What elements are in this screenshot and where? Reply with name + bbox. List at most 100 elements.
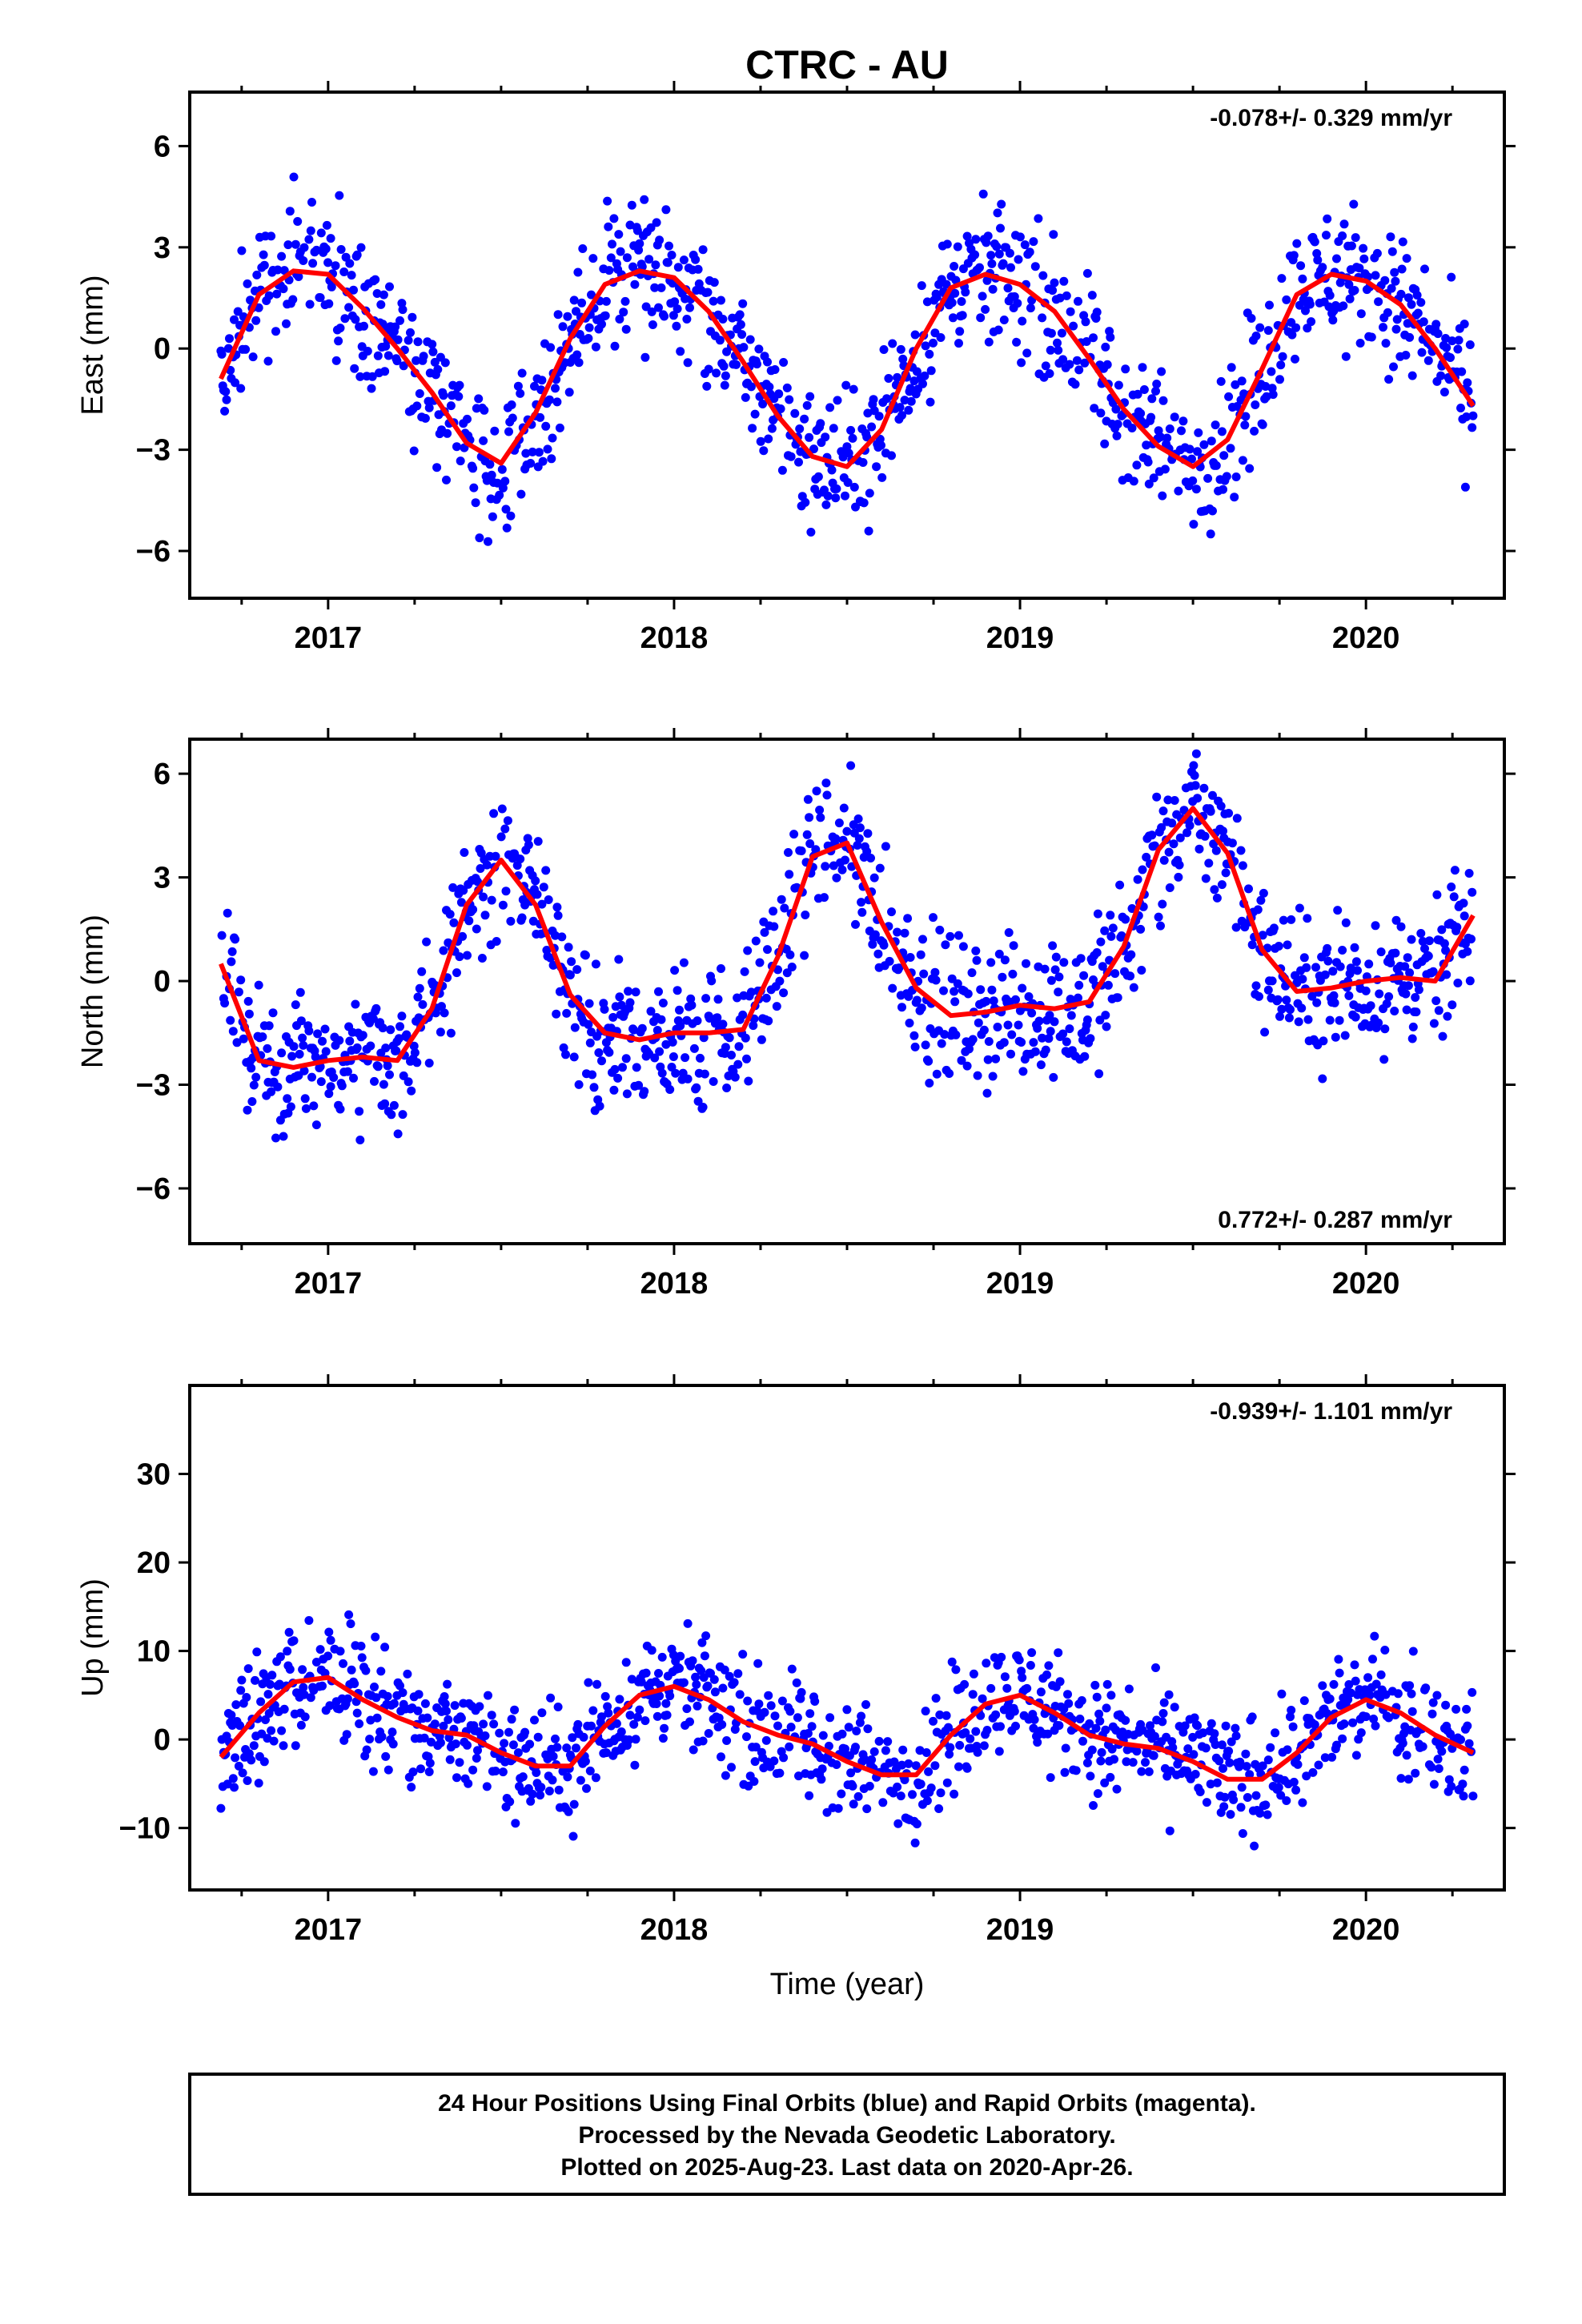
data-point [656, 283, 666, 292]
data-point [1332, 1740, 1341, 1750]
data-point [673, 304, 682, 314]
data-point [584, 323, 594, 332]
data-point [897, 1003, 906, 1012]
data-point [1387, 283, 1396, 293]
data-point [484, 1691, 492, 1700]
data-point [597, 1712, 606, 1722]
data-point [872, 462, 881, 472]
data-point [1154, 912, 1163, 922]
data-point [487, 895, 496, 905]
data-point [915, 1746, 925, 1755]
data-point [1158, 491, 1167, 501]
data-point [1353, 966, 1362, 975]
data-point [877, 440, 885, 450]
data-point [657, 1652, 667, 1662]
data-point [459, 886, 468, 895]
data-point [455, 380, 464, 390]
data-point [683, 1074, 693, 1084]
data-point [554, 1785, 564, 1795]
data-point [1089, 333, 1098, 343]
data-point [1329, 991, 1339, 1000]
data-point [978, 292, 987, 301]
data-point [1062, 291, 1071, 300]
data-point [1403, 1775, 1413, 1784]
data-point [1244, 884, 1253, 894]
data-point [498, 483, 508, 493]
data-point [881, 842, 890, 851]
data-point [1102, 360, 1112, 369]
data-point [249, 1741, 259, 1751]
data-point [1325, 1694, 1335, 1703]
data-point [1302, 1771, 1311, 1781]
data-point [786, 452, 796, 461]
data-point [1295, 903, 1304, 913]
data-point [1078, 1736, 1087, 1746]
data-point [412, 401, 422, 411]
data-point [621, 1658, 631, 1667]
data-point [852, 1727, 861, 1735]
data-point [584, 999, 594, 1008]
data-point [634, 245, 644, 255]
data-point [1142, 440, 1151, 450]
data-point [777, 895, 786, 904]
data-point [1348, 1718, 1358, 1727]
data-point [1255, 1808, 1265, 1818]
data-point [287, 1051, 297, 1061]
data-point [339, 1659, 347, 1668]
data-point [640, 1087, 649, 1096]
data-point [862, 846, 872, 856]
data-point [343, 1067, 352, 1076]
data-point [1460, 320, 1469, 329]
data-point [323, 258, 333, 267]
data-point [318, 1036, 327, 1046]
data-point [1396, 922, 1406, 931]
data-point [1147, 394, 1157, 404]
data-point [1277, 1689, 1287, 1699]
data-point [530, 381, 539, 391]
data-point [1396, 289, 1406, 299]
data-point [629, 1025, 639, 1035]
data-point [1175, 833, 1185, 842]
data-point [574, 1080, 584, 1089]
data-point [299, 1683, 308, 1692]
data-point [1212, 893, 1222, 903]
data-point [588, 254, 598, 263]
data-point [313, 1029, 323, 1039]
data-point [277, 251, 287, 261]
data-point [1282, 1796, 1291, 1805]
data-point [528, 916, 538, 926]
data-point [1251, 400, 1260, 409]
data-point [1206, 529, 1215, 539]
data-point [779, 358, 789, 367]
data-point [1086, 1771, 1095, 1781]
data-point [676, 1651, 685, 1661]
data-point [823, 491, 833, 501]
data-point [841, 855, 849, 865]
data-point [371, 1632, 380, 1642]
data-point [1034, 214, 1043, 223]
data-point [746, 987, 756, 997]
data-point [1049, 1072, 1058, 1082]
data-point [458, 931, 468, 941]
data-point [331, 261, 340, 271]
data-point [1456, 1735, 1465, 1744]
data-point [831, 834, 841, 843]
data-point [275, 1652, 285, 1662]
data-point [785, 1742, 794, 1751]
data-point [954, 931, 963, 940]
data-point [842, 826, 852, 836]
data-point [971, 946, 981, 955]
data-point [396, 316, 404, 325]
data-point [232, 1038, 242, 1047]
data-point [1164, 847, 1174, 857]
data-point [463, 1740, 472, 1750]
data-point [641, 302, 651, 312]
data-point [1231, 472, 1241, 481]
data-point [249, 1080, 259, 1090]
data-point [760, 1707, 769, 1717]
data-point [846, 761, 856, 770]
data-point [340, 314, 350, 324]
data-point [994, 249, 1004, 259]
data-point [326, 234, 335, 243]
data-point [1211, 846, 1221, 855]
